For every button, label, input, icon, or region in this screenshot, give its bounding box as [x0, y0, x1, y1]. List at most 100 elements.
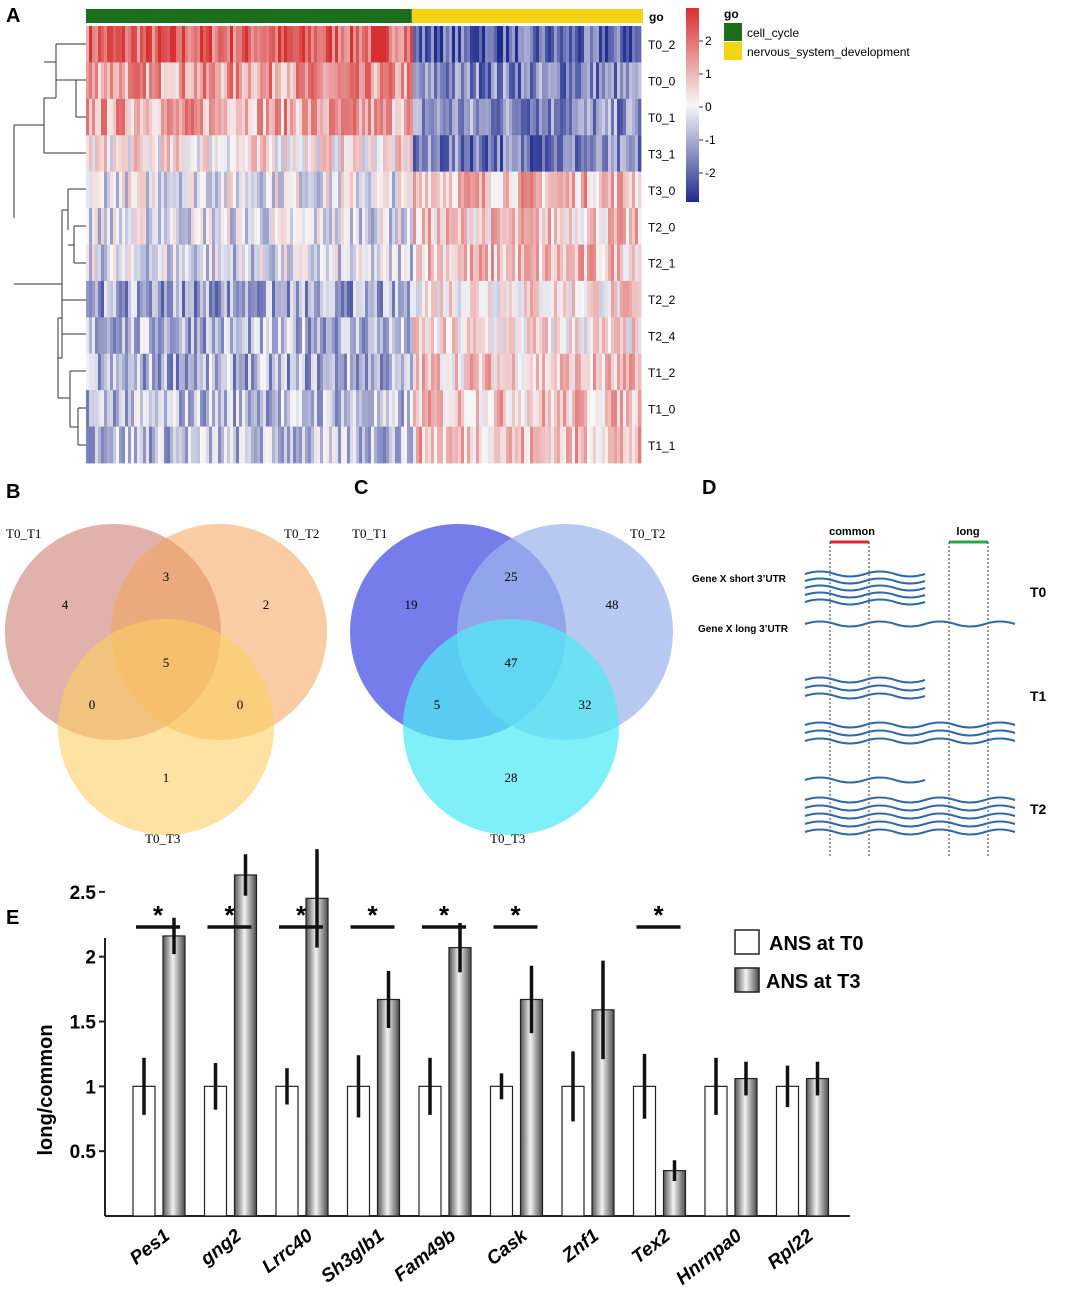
bar-chart-panel: 0.5 1 1.5 2 2.5 long/common Pes1 gng2 Lrrc40 Sh…	[35, 849, 863, 1289]
legend-label-t0: ANS at T0	[769, 933, 863, 955]
category-label: Hnrnpa0	[672, 1225, 746, 1289]
venn-c-1-3: 5	[434, 697, 441, 712]
heatmap-row	[86, 390, 642, 427]
venn-b-set-label-1: T0_T1	[6, 526, 41, 541]
utr-schematic: common long Gene X short 3’UTR Gene X lo…	[692, 526, 1047, 856]
venn-b-set-label-3: T0_T3	[145, 831, 180, 846]
bar-group	[632, 1053, 687, 1217]
venn-c-1-2: 25	[505, 569, 518, 584]
transcript-wave	[804, 584, 926, 592]
bar-group	[346, 970, 401, 1217]
go-annotation-header: go	[649, 10, 664, 24]
transcript-wave	[804, 796, 1016, 804]
timepoint-t1: T1	[1030, 688, 1047, 704]
significance-star: *	[224, 900, 235, 930]
venn-c-only-3: 28	[505, 770, 518, 785]
bar-group	[132, 917, 186, 1217]
venn-b-only-3: 1	[163, 770, 170, 785]
transcript-wave	[804, 776, 926, 784]
heatmap-cells	[86, 26, 642, 464]
bar-t0	[275, 1085, 299, 1217]
heatmap-row	[86, 280, 642, 318]
transcript-wave	[804, 812, 1016, 820]
category-label: Tex2	[628, 1225, 675, 1268]
transcript-wave	[804, 620, 1016, 628]
heatmap-row-label: T3_1	[648, 147, 676, 161]
long-utr-label: Gene X long 3’UTR	[698, 624, 789, 635]
y-tick-label: 1.5	[70, 1013, 97, 1034]
venn-c-all: 47	[505, 655, 519, 670]
venn-b-only-1: 4	[62, 597, 69, 612]
category-label: Znf1	[558, 1225, 603, 1267]
bar-group	[203, 854, 258, 1217]
long-label: long	[956, 526, 979, 538]
venn-b-set-label-2: T0_T2	[284, 526, 319, 541]
significance-star: *	[510, 900, 521, 930]
venn-b-circle-t0-t3	[58, 619, 274, 835]
y-axis-label: long/common	[35, 1024, 57, 1155]
timepoint-t0: T0	[1030, 584, 1047, 600]
panel-label-a: A	[6, 5, 20, 27]
heatmap-row-label: T2_0	[648, 220, 676, 234]
venn-c-only-1: 19	[405, 597, 418, 612]
venn-c-only-2: 48	[606, 597, 619, 612]
heatmap-row	[86, 317, 642, 355]
transcript-wave	[804, 577, 926, 585]
venn-c-set-label-1: T0_T1	[352, 526, 387, 541]
heatmap-row	[86, 62, 642, 100]
heatmap-row-label: T2_2	[648, 293, 676, 307]
bar-t3	[162, 935, 186, 1217]
transcript-wave	[804, 828, 1016, 836]
color-scale-tick: -2	[705, 166, 716, 180]
legend-label-t3: ANS at T3	[766, 971, 860, 993]
venn-c-set-label-2: T0_T2	[630, 526, 665, 541]
bar-group	[275, 849, 329, 1217]
legend-swatch-t3	[734, 967, 760, 993]
venn-c-circle-t0-t3	[403, 619, 619, 835]
annotation-cell-cycle	[86, 9, 412, 23]
bar-group	[561, 960, 615, 1217]
color-scale-bar	[686, 8, 699, 202]
venn-b-all: 5	[163, 655, 170, 670]
significance-star: *	[296, 900, 307, 930]
heatmap-row	[86, 353, 642, 391]
panel-label-b: B	[6, 481, 20, 503]
panel-label-d: D	[702, 477, 716, 499]
heatmap-row-label: T2_1	[648, 257, 676, 271]
heatmap-row	[86, 171, 642, 209]
transcript-waves	[804, 570, 1016, 836]
bar-group	[775, 1061, 830, 1217]
category-label: gng2	[196, 1225, 246, 1270]
color-scale-tick: 2	[705, 34, 712, 48]
color-scale-tick: 1	[705, 67, 712, 81]
category-label: Cask	[483, 1225, 533, 1270]
venn-c-2-3: 32	[579, 697, 592, 712]
transcript-wave	[804, 820, 1016, 828]
bar-t3	[448, 947, 472, 1217]
heatmap-row-label: T0_0	[648, 75, 676, 89]
transcript-wave	[804, 692, 926, 700]
heatmap-row-label: T1_0	[648, 402, 676, 416]
transcript-wave	[804, 570, 926, 578]
transcript-wave	[804, 729, 1016, 737]
venn-b: T0_T1 T0_T2 T0_T3 4 2 1 3 0 0 5	[5, 524, 327, 846]
category-label: Sh3glb1	[317, 1225, 388, 1287]
transcript-wave	[804, 721, 1016, 729]
go-annotation-bar	[86, 9, 643, 23]
heatmap-panel: go T0_2T0_0T0_1T3_1T3_0T2_0T2_1T2_2T2_4T…	[13, 7, 910, 464]
y-tick-label: 2.5	[70, 883, 97, 904]
bar-group	[489, 965, 544, 1217]
transcript-wave	[804, 737, 1016, 745]
transcript-wave	[804, 676, 926, 684]
y-tick-label: 0.5	[70, 1142, 97, 1163]
venn-b-1-2: 3	[163, 569, 170, 584]
color-scale-tick: -1	[705, 133, 716, 147]
heatmap-row-label: T0_2	[648, 38, 676, 52]
legend-title: go	[724, 7, 739, 21]
significance-star: *	[367, 900, 378, 930]
row-dendrogram	[13, 43, 86, 446]
legend-swatch-cell-cycle	[724, 23, 742, 41]
significance-star: *	[153, 900, 164, 930]
venn-b-only-2: 2	[263, 597, 270, 612]
timepoint-t2: T2	[1030, 801, 1047, 817]
